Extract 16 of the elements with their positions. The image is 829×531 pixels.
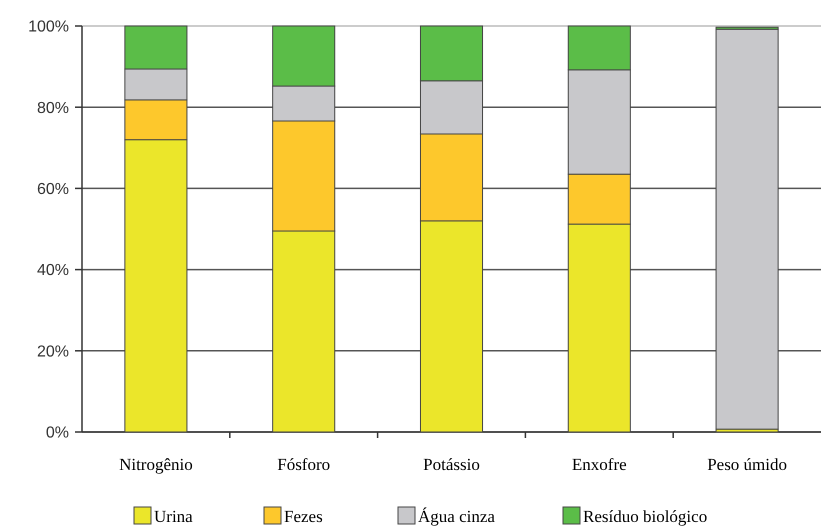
x-tick-label: Nitrogênio <box>119 455 193 474</box>
x-tick-label: Fósforo <box>277 455 330 474</box>
legend-label: Urina <box>154 507 194 526</box>
y-tick-label: 60% <box>36 181 69 198</box>
legend-label: Fezes <box>284 507 323 526</box>
y-tick-label: 0% <box>46 424 69 442</box>
x-tick-label: Enxofre <box>572 455 627 474</box>
y-tick-label: 20% <box>36 343 69 360</box>
y-tick-label: 100% <box>28 18 69 36</box>
legend-label: Água cinza <box>418 507 496 526</box>
x-tick-label: Peso úmido <box>707 455 788 474</box>
x-tick-label: Potássio <box>423 455 480 474</box>
y-tick-label: 40% <box>36 262 69 280</box>
y-tick-label: 80% <box>36 100 69 117</box>
legend-label: Resíduo biológico <box>583 507 708 526</box>
bar <box>716 28 779 430</box>
